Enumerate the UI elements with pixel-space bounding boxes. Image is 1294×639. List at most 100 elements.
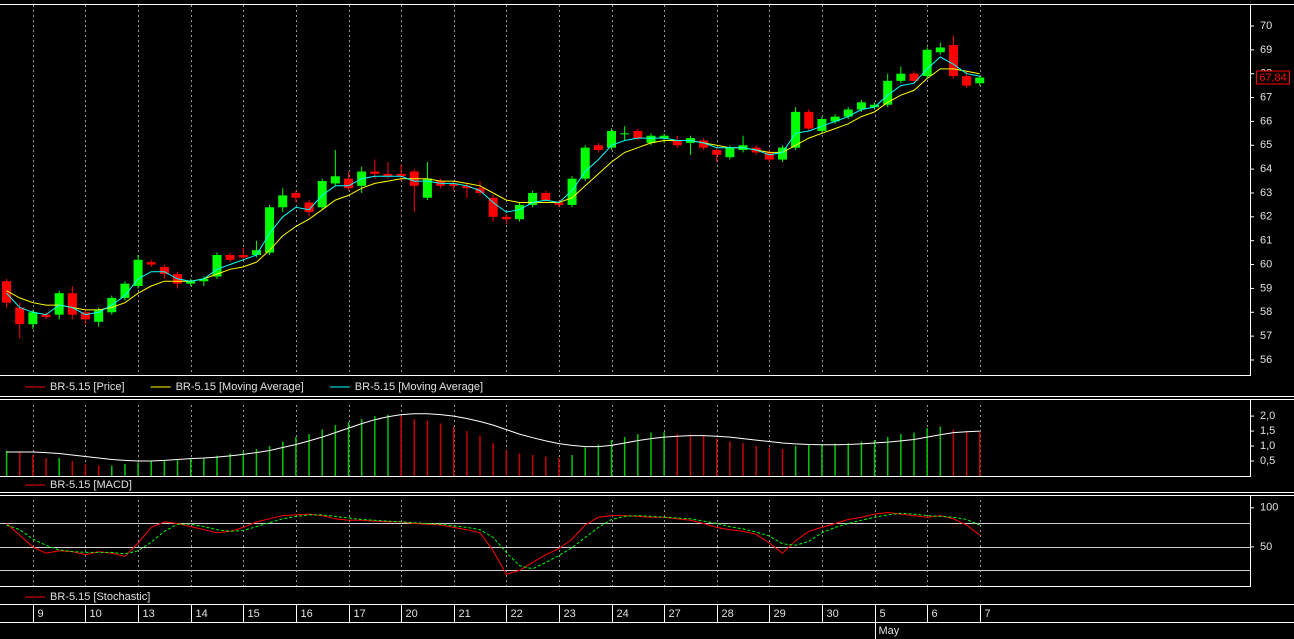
candle-body xyxy=(133,259,143,287)
candle-body xyxy=(817,119,827,131)
macd-bar xyxy=(900,434,902,476)
macd-bar xyxy=(137,462,139,476)
candle-body xyxy=(948,45,958,77)
macd-bar xyxy=(281,441,284,476)
candle-body xyxy=(199,278,209,282)
x-tick-label: 9 xyxy=(38,608,44,620)
x-tick-label: 22 xyxy=(511,608,523,620)
candle-body xyxy=(265,207,275,253)
x-tick-label: 21 xyxy=(459,608,471,620)
candle-body xyxy=(120,283,130,298)
macd-bar xyxy=(821,444,823,476)
macd-bar xyxy=(466,431,468,476)
macd-bar xyxy=(518,453,521,476)
candle-body xyxy=(146,262,156,265)
macd-bar xyxy=(663,432,665,476)
macd-bar xyxy=(781,449,784,476)
candle-body xyxy=(344,178,354,189)
y-tick-label: 0,5 xyxy=(1260,455,1275,467)
candle-body xyxy=(580,147,590,179)
last-price-label: 67,84 xyxy=(1259,72,1287,84)
candle-body xyxy=(462,185,472,189)
x-tick-label: 29 xyxy=(774,608,786,620)
macd-bar xyxy=(229,453,231,476)
macd-bar xyxy=(834,443,836,476)
candle-body xyxy=(80,312,90,320)
macd-bar xyxy=(808,444,810,476)
candle-body xyxy=(67,293,77,315)
macd-bar xyxy=(873,440,876,476)
macd-bar xyxy=(729,441,731,476)
macd-bar xyxy=(242,451,245,476)
candle-body xyxy=(501,216,511,220)
y-tick-label: 2,0 xyxy=(1260,410,1275,422)
y-tick-label: 67 xyxy=(1260,91,1272,103)
macd-bar xyxy=(18,452,21,476)
candle-body xyxy=(791,111,801,148)
y-tick-label: 50 xyxy=(1260,541,1272,553)
macd-bar xyxy=(84,464,87,476)
macd-bar xyxy=(150,461,152,476)
macd-bar xyxy=(5,450,8,476)
macd-bar xyxy=(360,419,363,476)
y-tick-label: 59 xyxy=(1260,282,1272,294)
macd-bar xyxy=(439,423,442,476)
macd-bar xyxy=(163,460,166,476)
candle-body xyxy=(712,150,722,155)
legend-label: BR-5.15 [Stochastic] xyxy=(50,591,150,603)
legend-label: BR-5.15 [Moving Average] xyxy=(355,381,483,393)
candle-body xyxy=(672,140,682,146)
macd-bar xyxy=(558,458,560,476)
candle-body xyxy=(317,181,327,208)
macd-bar xyxy=(32,455,34,476)
candle-body xyxy=(843,109,853,117)
candle-body xyxy=(28,312,38,325)
macd-bar xyxy=(58,458,60,476)
candle-body xyxy=(830,116,840,122)
macd-bar xyxy=(939,426,942,476)
macd-bar xyxy=(610,440,613,476)
x-tick-label: 13 xyxy=(143,608,155,620)
candle-body xyxy=(304,202,314,213)
macd-bar xyxy=(965,431,968,476)
macd-bar xyxy=(387,414,389,476)
y-tick-label: 61 xyxy=(1260,235,1272,247)
candle-body xyxy=(870,104,880,108)
macd-bar xyxy=(452,426,455,476)
x-tick-label: 10 xyxy=(90,608,102,620)
candle-body xyxy=(646,135,656,143)
candle-body xyxy=(330,176,340,184)
macd-bar xyxy=(702,435,705,476)
candle-body xyxy=(159,266,169,275)
macd-bar xyxy=(268,446,271,476)
macd-bar xyxy=(374,416,376,476)
macd-bar xyxy=(308,434,310,476)
candle-body xyxy=(449,183,459,186)
macd-bar xyxy=(623,437,626,476)
x-tick-label: 28 xyxy=(722,608,734,620)
macd-bar xyxy=(295,437,297,476)
x-tick-label: 15 xyxy=(248,608,260,620)
macd-bar xyxy=(531,455,534,476)
macd-bar xyxy=(755,446,757,476)
macd-bar xyxy=(203,457,205,476)
x-tick-label: 24 xyxy=(617,608,629,620)
macd-bar xyxy=(715,438,718,476)
macd-bar xyxy=(847,443,849,476)
x-tick-label: 30 xyxy=(827,608,839,620)
y-tick-label: 69 xyxy=(1260,44,1272,56)
legend-label: BR-5.15 [MACD] xyxy=(50,479,132,491)
moving-average-line xyxy=(6,68,980,311)
macd-bar xyxy=(426,420,429,476)
x-tick-label: 17 xyxy=(354,608,366,620)
candle-body xyxy=(186,281,196,284)
signal-line xyxy=(6,413,980,462)
macd-bar xyxy=(334,425,337,476)
candle-body xyxy=(541,192,551,201)
macd-bar xyxy=(676,434,679,476)
macd-bar xyxy=(571,455,573,476)
candle-body xyxy=(251,250,261,256)
candle-body xyxy=(488,197,498,217)
macd-bar xyxy=(124,464,126,476)
